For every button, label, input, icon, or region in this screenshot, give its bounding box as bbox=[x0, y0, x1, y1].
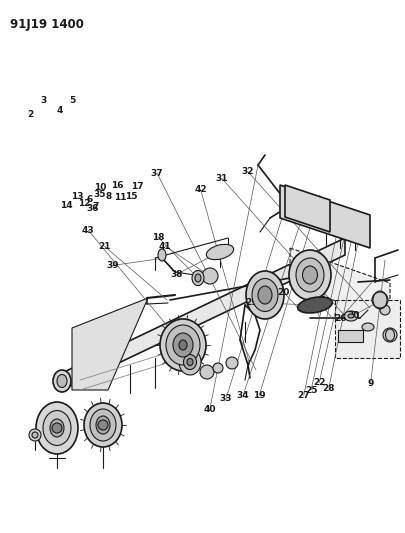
Text: 28: 28 bbox=[323, 384, 335, 392]
Ellipse shape bbox=[173, 333, 193, 357]
Ellipse shape bbox=[57, 375, 67, 387]
Text: 27: 27 bbox=[297, 391, 310, 400]
Text: 29: 29 bbox=[245, 298, 258, 307]
Text: 18: 18 bbox=[152, 233, 164, 241]
Text: 2: 2 bbox=[27, 110, 34, 119]
Ellipse shape bbox=[179, 340, 187, 350]
Text: 11: 11 bbox=[115, 193, 127, 201]
Circle shape bbox=[213, 363, 223, 373]
Ellipse shape bbox=[344, 311, 358, 321]
Text: 91J19 1400: 91J19 1400 bbox=[10, 18, 84, 31]
Text: 19: 19 bbox=[253, 391, 266, 400]
Text: 5: 5 bbox=[69, 96, 75, 104]
Ellipse shape bbox=[296, 258, 324, 292]
Circle shape bbox=[32, 432, 38, 438]
Circle shape bbox=[202, 268, 218, 284]
Ellipse shape bbox=[158, 249, 166, 261]
Text: 6: 6 bbox=[87, 196, 93, 204]
Polygon shape bbox=[280, 185, 370, 248]
Ellipse shape bbox=[43, 410, 71, 446]
Circle shape bbox=[200, 365, 214, 379]
Text: 32: 32 bbox=[242, 167, 254, 176]
Text: 21: 21 bbox=[98, 242, 111, 251]
Ellipse shape bbox=[84, 403, 122, 447]
Text: 16: 16 bbox=[111, 181, 124, 190]
Circle shape bbox=[29, 429, 41, 441]
Bar bbox=[338, 330, 363, 342]
Circle shape bbox=[380, 305, 390, 315]
Circle shape bbox=[226, 357, 238, 369]
Text: 38: 38 bbox=[170, 270, 182, 279]
Polygon shape bbox=[285, 185, 330, 232]
Circle shape bbox=[52, 423, 62, 433]
Text: 39: 39 bbox=[106, 261, 119, 270]
Text: 37: 37 bbox=[151, 169, 164, 177]
Text: 34: 34 bbox=[237, 391, 249, 400]
Ellipse shape bbox=[192, 271, 204, 286]
Text: 20: 20 bbox=[277, 288, 290, 296]
Text: 7: 7 bbox=[92, 203, 98, 211]
Text: 3: 3 bbox=[40, 96, 47, 104]
Text: 12: 12 bbox=[78, 199, 90, 208]
Ellipse shape bbox=[252, 279, 278, 311]
Ellipse shape bbox=[195, 274, 201, 282]
Text: 31: 31 bbox=[216, 174, 228, 183]
Text: 22: 22 bbox=[313, 378, 325, 387]
Text: 15: 15 bbox=[126, 192, 138, 200]
Text: 41: 41 bbox=[159, 242, 172, 251]
Polygon shape bbox=[72, 298, 148, 390]
Text: 24: 24 bbox=[301, 282, 314, 291]
Text: 13: 13 bbox=[71, 192, 83, 200]
Text: 43: 43 bbox=[82, 226, 95, 235]
Text: 40: 40 bbox=[204, 405, 216, 414]
Text: 33: 33 bbox=[220, 394, 232, 403]
Text: 17: 17 bbox=[130, 182, 143, 191]
Text: 42: 42 bbox=[194, 185, 207, 193]
Text: 10: 10 bbox=[94, 183, 107, 192]
Ellipse shape bbox=[183, 354, 196, 369]
Ellipse shape bbox=[160, 319, 206, 371]
Ellipse shape bbox=[179, 349, 201, 375]
Ellipse shape bbox=[289, 250, 331, 300]
Text: 36: 36 bbox=[86, 205, 98, 213]
Text: 35: 35 bbox=[93, 190, 105, 199]
Text: 4: 4 bbox=[57, 107, 63, 115]
Ellipse shape bbox=[348, 314, 354, 318]
Ellipse shape bbox=[298, 297, 332, 313]
Ellipse shape bbox=[246, 271, 284, 319]
Text: 25: 25 bbox=[305, 386, 317, 394]
Text: 30: 30 bbox=[347, 311, 359, 320]
Ellipse shape bbox=[187, 359, 193, 366]
Polygon shape bbox=[62, 238, 345, 390]
Circle shape bbox=[383, 328, 397, 342]
Ellipse shape bbox=[90, 409, 116, 441]
Ellipse shape bbox=[166, 325, 200, 365]
Ellipse shape bbox=[36, 402, 78, 454]
Ellipse shape bbox=[362, 323, 374, 331]
Ellipse shape bbox=[258, 286, 272, 304]
Text: 9: 9 bbox=[367, 379, 374, 388]
Text: 8: 8 bbox=[105, 192, 112, 200]
Text: 14: 14 bbox=[60, 201, 73, 209]
Ellipse shape bbox=[50, 419, 64, 437]
Circle shape bbox=[98, 420, 108, 430]
Ellipse shape bbox=[303, 266, 318, 284]
Circle shape bbox=[372, 292, 388, 308]
Ellipse shape bbox=[207, 244, 234, 260]
Bar bbox=[335, 300, 400, 358]
Text: 23: 23 bbox=[297, 274, 309, 282]
Polygon shape bbox=[290, 248, 390, 320]
Text: 26: 26 bbox=[334, 314, 346, 323]
Ellipse shape bbox=[53, 370, 71, 392]
Ellipse shape bbox=[96, 416, 110, 434]
